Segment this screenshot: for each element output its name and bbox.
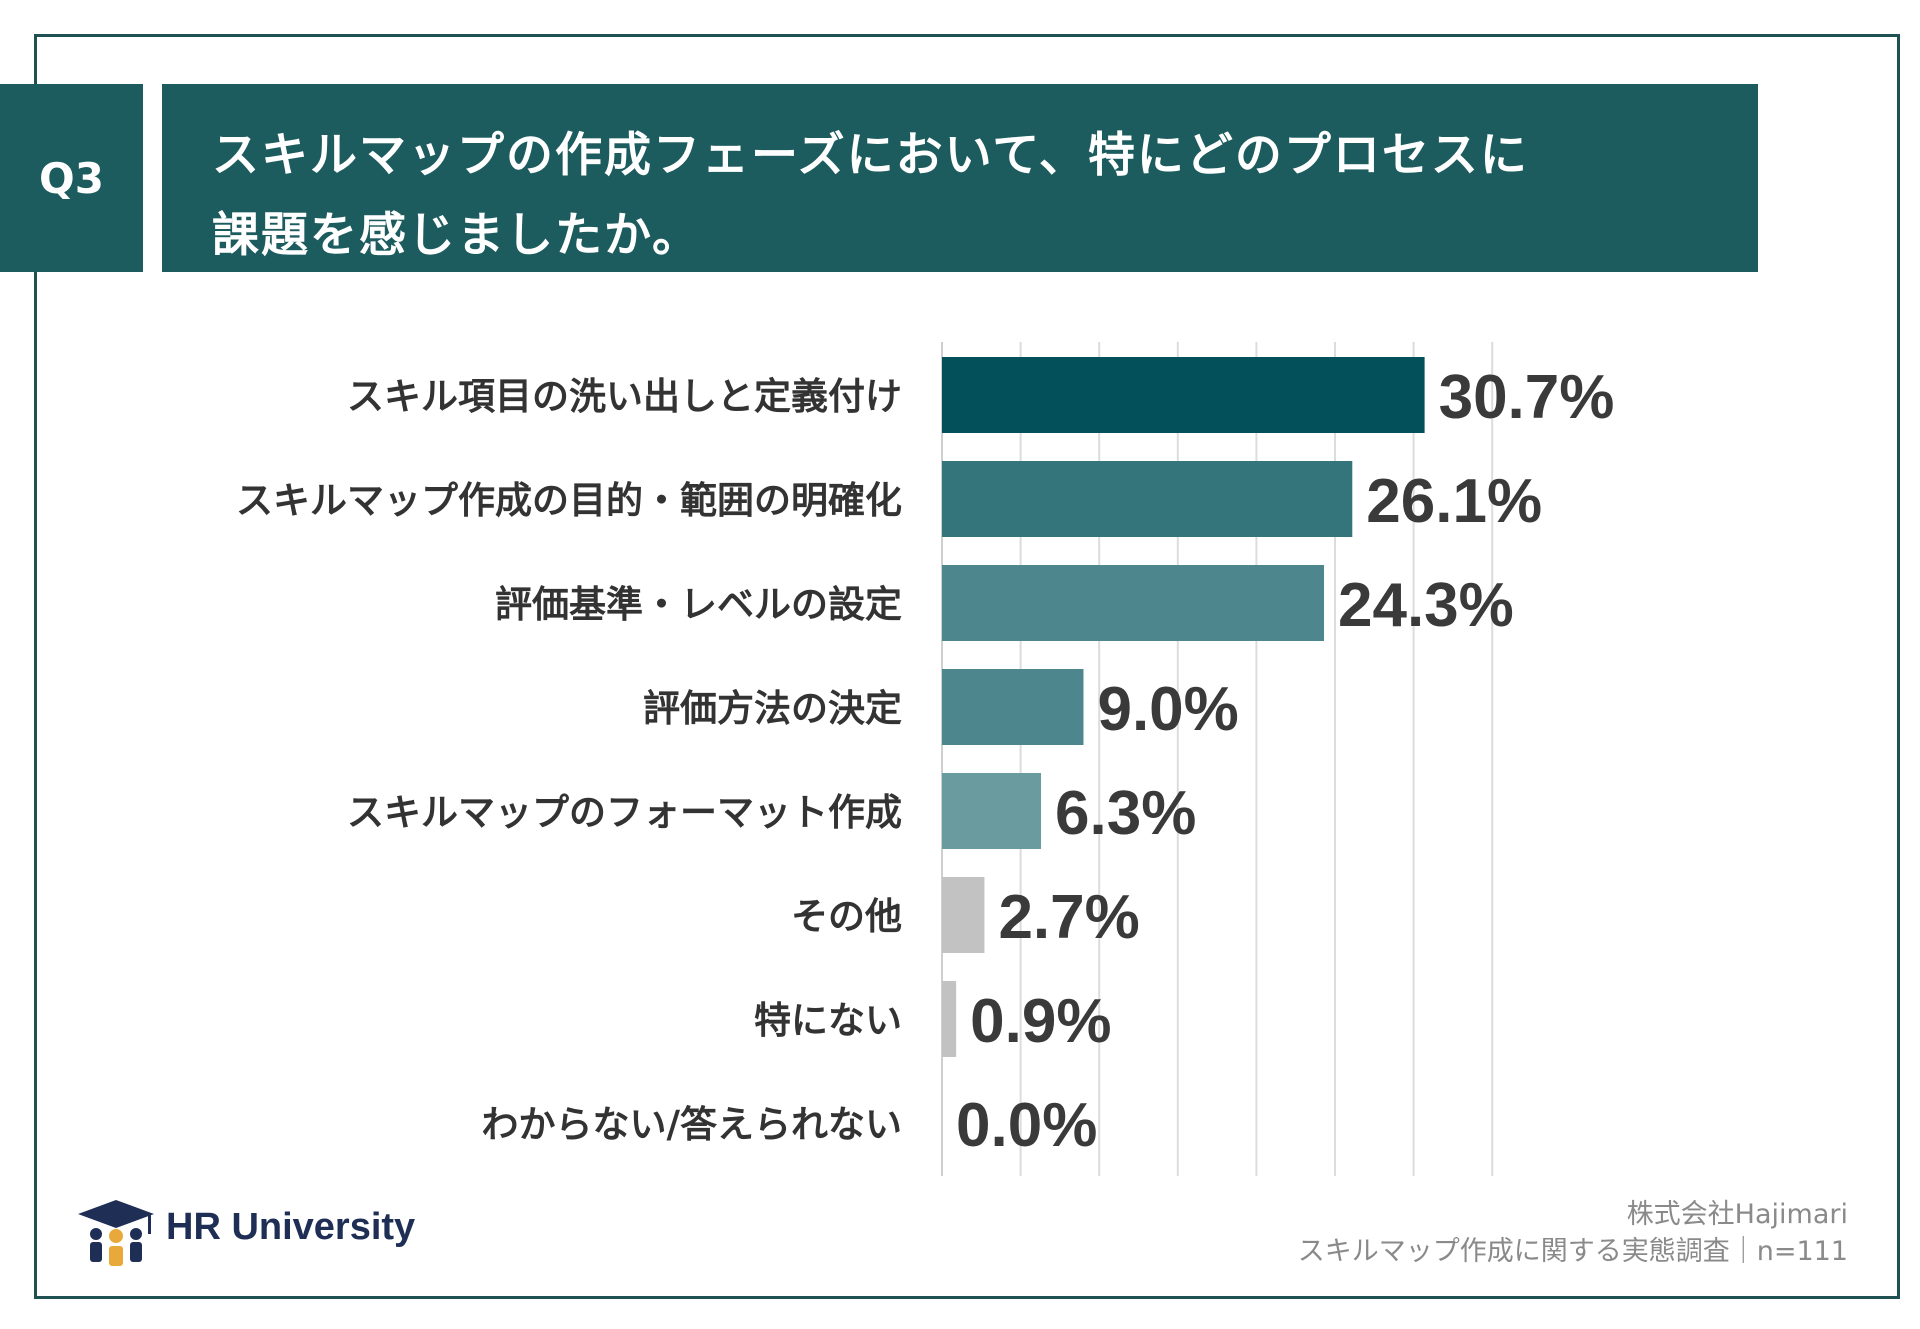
bar-4	[942, 669, 1084, 745]
value-label: 9.0%	[1097, 675, 1238, 744]
bar-1	[942, 357, 1425, 433]
company-name: 株式会社Hajimari	[1626, 1199, 1848, 1230]
category-label: その他	[791, 895, 902, 938]
value-label: 0.0%	[956, 1091, 1097, 1160]
bar-2	[942, 461, 1353, 537]
question-title-line-2: 課題を感じましたか。	[212, 208, 702, 263]
category-label: スキルマップのフォーマット作成	[347, 791, 902, 834]
question-title: スキルマップの作成フェーズにおいて、特にどのプロセスに 課題を感じましたか。	[162, 84, 1758, 272]
bar-3	[942, 565, 1324, 641]
value-label: 6.3%	[1055, 779, 1196, 848]
category-label: スキルマップ作成の目的・範囲の明確化	[236, 479, 902, 522]
value-label: 2.7%	[998, 883, 1139, 952]
value-label: 30.7%	[1439, 363, 1615, 432]
category-label: 評価方法の決定	[643, 687, 902, 730]
value-label: 0.9%	[970, 987, 1111, 1056]
hr-university-logo: HR University	[76, 1196, 416, 1268]
category-label: わからない/答えられない	[481, 1103, 902, 1146]
outer-frame	[34, 34, 1900, 1299]
bar-5	[942, 773, 1042, 849]
source-note: 株式会社Hajimari スキルマップ作成に関する実態調査｜n=111	[1298, 1196, 1848, 1270]
question-title-line-1: スキルマップの作成フェーズにおいて、特にどのプロセスに	[212, 128, 1529, 183]
category-label: スキル項目の洗い出しと定義付け	[347, 375, 902, 418]
graduation-cap-icon	[78, 1200, 154, 1266]
question-badge: Q3	[0, 84, 143, 272]
question-number: Q3	[39, 153, 104, 203]
survey-info: スキルマップ作成に関する実態調査｜n=111	[1297, 1236, 1848, 1267]
bar-6	[942, 877, 985, 953]
logo-text: HR University	[166, 1206, 416, 1248]
value-label: 24.3%	[1338, 571, 1514, 640]
bar-7	[942, 981, 957, 1057]
value-label: 26.1%	[1366, 467, 1542, 536]
category-label: 評価基準・レベルの設定	[495, 583, 902, 626]
category-label: 特にない	[754, 999, 902, 1042]
